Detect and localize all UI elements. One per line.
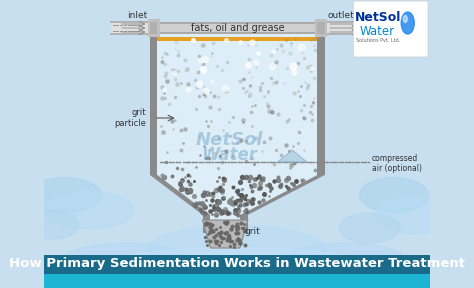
Bar xyxy=(240,215,247,233)
Bar xyxy=(318,34,325,175)
FancyBboxPatch shape xyxy=(353,1,428,57)
Text: Water: Water xyxy=(360,25,395,38)
Bar xyxy=(325,22,365,34)
Polygon shape xyxy=(150,175,210,215)
Ellipse shape xyxy=(339,213,400,243)
Polygon shape xyxy=(202,220,248,248)
Text: Water: Water xyxy=(201,146,257,164)
Polygon shape xyxy=(240,175,325,215)
Text: inlet: inlet xyxy=(128,11,147,20)
Bar xyxy=(111,22,150,34)
Ellipse shape xyxy=(61,243,191,281)
Text: outlet: outlet xyxy=(327,11,354,20)
Polygon shape xyxy=(278,150,307,162)
Ellipse shape xyxy=(26,211,79,239)
Text: grit: grit xyxy=(245,228,261,236)
Ellipse shape xyxy=(282,243,408,281)
Text: compressed
air (optional): compressed air (optional) xyxy=(372,154,422,173)
Ellipse shape xyxy=(28,177,101,213)
Ellipse shape xyxy=(147,226,327,270)
Bar xyxy=(150,22,157,34)
Text: NetSol: NetSol xyxy=(196,131,263,149)
Ellipse shape xyxy=(359,177,428,213)
Text: fats, oil and grease: fats, oil and grease xyxy=(191,23,284,33)
Bar xyxy=(318,22,325,34)
Bar xyxy=(45,274,429,288)
Bar xyxy=(210,215,240,225)
Bar xyxy=(150,32,325,34)
Ellipse shape xyxy=(107,247,367,283)
Ellipse shape xyxy=(403,16,407,22)
Ellipse shape xyxy=(401,12,414,34)
Polygon shape xyxy=(157,175,318,215)
Bar xyxy=(157,37,318,41)
Text: How Primary Sedimentation Works in Wastewater Treatment: How Primary Sedimentation Works in Waste… xyxy=(9,257,465,270)
Text: NetSol: NetSol xyxy=(355,11,401,24)
Bar xyxy=(45,255,429,288)
Ellipse shape xyxy=(375,196,453,234)
Bar xyxy=(150,34,157,175)
Bar xyxy=(150,22,325,34)
Polygon shape xyxy=(157,34,318,175)
Text: Solutions Pvt. Ltd.: Solutions Pvt. Ltd. xyxy=(356,38,400,43)
Bar xyxy=(150,22,325,24)
Bar xyxy=(147,19,160,37)
Ellipse shape xyxy=(45,191,134,229)
Bar xyxy=(203,215,210,233)
Bar xyxy=(315,19,327,37)
Text: grit
particle: grit particle xyxy=(114,108,146,128)
